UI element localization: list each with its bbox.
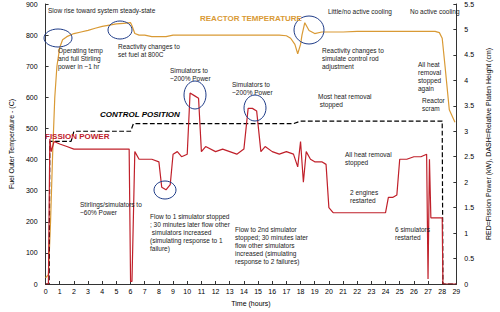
svg-text:stopped: stopped	[318, 101, 343, 109]
svg-text:; 30 minutes later flow other: ; 30 minutes later flow other	[150, 221, 231, 228]
svg-text:stopped: stopped	[418, 77, 443, 85]
svg-text:300: 300	[26, 187, 38, 194]
svg-text:Operating temp: Operating temp	[58, 47, 105, 55]
svg-text:0.5: 0.5	[464, 255, 474, 262]
svg-text:Most heat removal: Most heat removal	[318, 93, 372, 100]
svg-text:29: 29	[452, 288, 460, 295]
svg-text:All heat: All heat	[418, 61, 442, 68]
svg-text:No active cooling: No active cooling	[410, 8, 460, 16]
svg-text:3: 3	[464, 128, 468, 135]
svg-text:18: 18	[297, 288, 305, 295]
svg-text:4.5: 4.5	[464, 51, 474, 58]
svg-text:5.5: 5.5	[464, 1, 474, 8]
svg-text:19: 19	[311, 288, 319, 295]
svg-text:removal: removal	[418, 69, 443, 76]
svg-text:restarted: restarted	[350, 197, 376, 204]
svg-text:2 engines: 2 engines	[350, 189, 380, 197]
svg-text:stopped: stopped	[345, 159, 369, 167]
svg-text:4: 4	[100, 288, 104, 295]
svg-text:13: 13	[226, 288, 234, 295]
svg-text:600: 600	[26, 94, 38, 101]
svg-text:Simulators to: Simulators to	[232, 81, 272, 88]
svg-text:1: 1	[58, 288, 62, 295]
svg-text:0: 0	[44, 288, 48, 295]
svg-text:17: 17	[282, 288, 290, 295]
svg-text:Little/no active cooling: Little/no active cooling	[328, 8, 392, 16]
svg-text:Reactor: Reactor	[422, 97, 447, 104]
svg-text:RED=Fission Power (kW), DASH=R: RED=Fission Power (kW), DASH=Relative Pl…	[485, 48, 493, 240]
svg-text:increased (simulating: increased (simulating	[235, 250, 298, 258]
svg-text:Flow to 1 simulator stopped: Flow to 1 simulator stopped	[150, 213, 230, 221]
svg-text:FISSION POWER: FISSION POWER	[45, 132, 110, 141]
svg-text:16: 16	[268, 288, 276, 295]
svg-text:power in ~1 hr: power in ~1 hr	[58, 63, 100, 71]
svg-text:700: 700	[26, 63, 38, 70]
svg-text:3.5: 3.5	[464, 102, 474, 109]
svg-text:500: 500	[26, 125, 38, 132]
svg-text:~60% Power: ~60% Power	[80, 209, 118, 216]
svg-text:28: 28	[438, 288, 446, 295]
svg-text:flow other simulators: flow other simulators	[235, 242, 296, 249]
svg-text:1.5: 1.5	[464, 204, 474, 211]
svg-text:~200% Power: ~200% Power	[232, 89, 273, 96]
svg-text:simulators increased: simulators increased	[150, 229, 213, 236]
svg-text:adjustment: adjustment	[322, 63, 354, 71]
svg-text:2.5: 2.5	[464, 153, 474, 160]
svg-text:3: 3	[86, 288, 90, 295]
svg-text:(simulating response to 1: (simulating response to 1	[150, 237, 224, 245]
svg-text:Flow to 2nd simulator: Flow to 2nd simulator	[235, 226, 299, 233]
svg-text:All heat removal: All heat removal	[345, 151, 393, 158]
svg-text:400: 400	[26, 156, 38, 163]
svg-text:11: 11	[198, 288, 205, 295]
svg-text:Reactivity changes to: Reactivity changes to	[118, 43, 182, 51]
svg-text:again: again	[418, 85, 434, 93]
svg-text:24: 24	[382, 288, 390, 295]
svg-text:response to 2 failures): response to 2 failures)	[235, 258, 299, 266]
svg-text:2: 2	[464, 179, 468, 186]
svg-text:6: 6	[129, 288, 133, 295]
svg-text:800: 800	[26, 32, 38, 39]
svg-text:1: 1	[464, 230, 468, 237]
svg-text:set fuel at 800C: set fuel at 800C	[118, 51, 164, 58]
svg-text:0: 0	[34, 281, 38, 288]
svg-text:26: 26	[410, 288, 418, 295]
svg-text:simulate control rod: simulate control rod	[322, 55, 381, 62]
svg-text:25: 25	[396, 288, 404, 295]
svg-text:Simulators to: Simulators to	[170, 67, 210, 74]
svg-text:scram: scram	[422, 105, 440, 112]
svg-text:6 simulators: 6 simulators	[395, 226, 432, 233]
svg-text:Reactivity changes to: Reactivity changes to	[322, 47, 386, 55]
svg-text:2: 2	[72, 288, 76, 295]
svg-text:900: 900	[26, 1, 38, 8]
svg-text:100: 100	[26, 249, 38, 256]
svg-text:22: 22	[353, 288, 361, 295]
svg-text:23: 23	[367, 288, 375, 295]
svg-text:Stirlings/simulators to: Stirlings/simulators to	[80, 201, 144, 209]
svg-text:CONTROL POSITION: CONTROL POSITION	[100, 110, 180, 119]
svg-text:12: 12	[212, 288, 220, 295]
svg-text:200: 200	[26, 218, 38, 225]
svg-text:and full Stirling: and full Stirling	[58, 55, 102, 63]
svg-text:4: 4	[464, 77, 468, 84]
svg-text:5: 5	[464, 26, 468, 33]
svg-text:REACTOR TEMPERATURE: REACTOR TEMPERATURE	[200, 14, 303, 23]
svg-text:10: 10	[183, 288, 191, 295]
svg-text:stopped; 30 minutes later: stopped; 30 minutes later	[235, 234, 310, 242]
svg-text:restarted: restarted	[395, 234, 421, 241]
svg-text:15: 15	[254, 288, 262, 295]
svg-text:9: 9	[171, 288, 175, 295]
svg-text:8: 8	[157, 288, 161, 295]
svg-text:Time (hours): Time (hours)	[231, 300, 270, 308]
svg-text:Slow rise toward system steady: Slow rise toward system steady-state	[48, 7, 156, 15]
svg-text:~200% Power: ~200% Power	[170, 75, 211, 82]
svg-text:27: 27	[424, 288, 432, 295]
svg-text:20: 20	[325, 288, 333, 295]
svg-text:Fuel Outer Temperature - (C): Fuel Outer Temperature - (C)	[8, 99, 16, 189]
svg-text:14: 14	[240, 288, 248, 295]
svg-text:21: 21	[339, 288, 347, 295]
svg-text:failure): failure)	[150, 245, 170, 253]
svg-text:0: 0	[464, 281, 468, 288]
svg-text:5: 5	[114, 288, 118, 295]
svg-text:7: 7	[143, 288, 147, 295]
